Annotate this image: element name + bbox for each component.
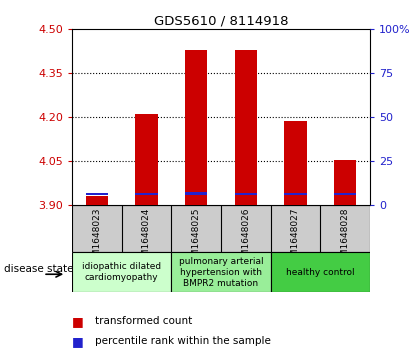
Bar (235, 193, 257, 195)
Text: GSM1648025: GSM1648025 (192, 207, 201, 268)
Bar (135, 114, 157, 205)
Text: idiopathic dilated
cardiomyopathy: idiopathic dilated cardiomyopathy (82, 262, 161, 282)
Title: GDS5610 / 8114918: GDS5610 / 8114918 (154, 15, 288, 28)
Bar (284, 193, 307, 195)
Bar (185, 192, 207, 195)
Bar (85, 196, 108, 205)
Text: transformed count: transformed count (95, 316, 192, 326)
Text: pulmonary arterial
hypertension with
BMPR2 mutation: pulmonary arterial hypertension with BMP… (179, 257, 263, 288)
Text: disease state: disease state (4, 264, 74, 274)
Text: ■: ■ (72, 335, 84, 348)
Text: GSM1648026: GSM1648026 (241, 207, 250, 268)
Text: GSM1648028: GSM1648028 (341, 207, 350, 268)
Bar (284, 122, 307, 205)
Bar (85, 193, 108, 195)
Bar (185, 50, 207, 205)
Bar (235, 50, 257, 205)
Text: GSM1648024: GSM1648024 (142, 207, 151, 268)
Bar (171, 252, 270, 292)
Text: GSM1648023: GSM1648023 (92, 207, 101, 268)
Text: percentile rank within the sample: percentile rank within the sample (95, 336, 270, 346)
Text: GSM1648027: GSM1648027 (291, 207, 300, 268)
Bar (334, 193, 356, 195)
Bar (270, 252, 370, 292)
Text: ■: ■ (72, 315, 84, 328)
Text: healthy control: healthy control (286, 268, 355, 277)
Bar (334, 160, 356, 205)
Bar (72, 252, 171, 292)
Bar (135, 193, 157, 195)
